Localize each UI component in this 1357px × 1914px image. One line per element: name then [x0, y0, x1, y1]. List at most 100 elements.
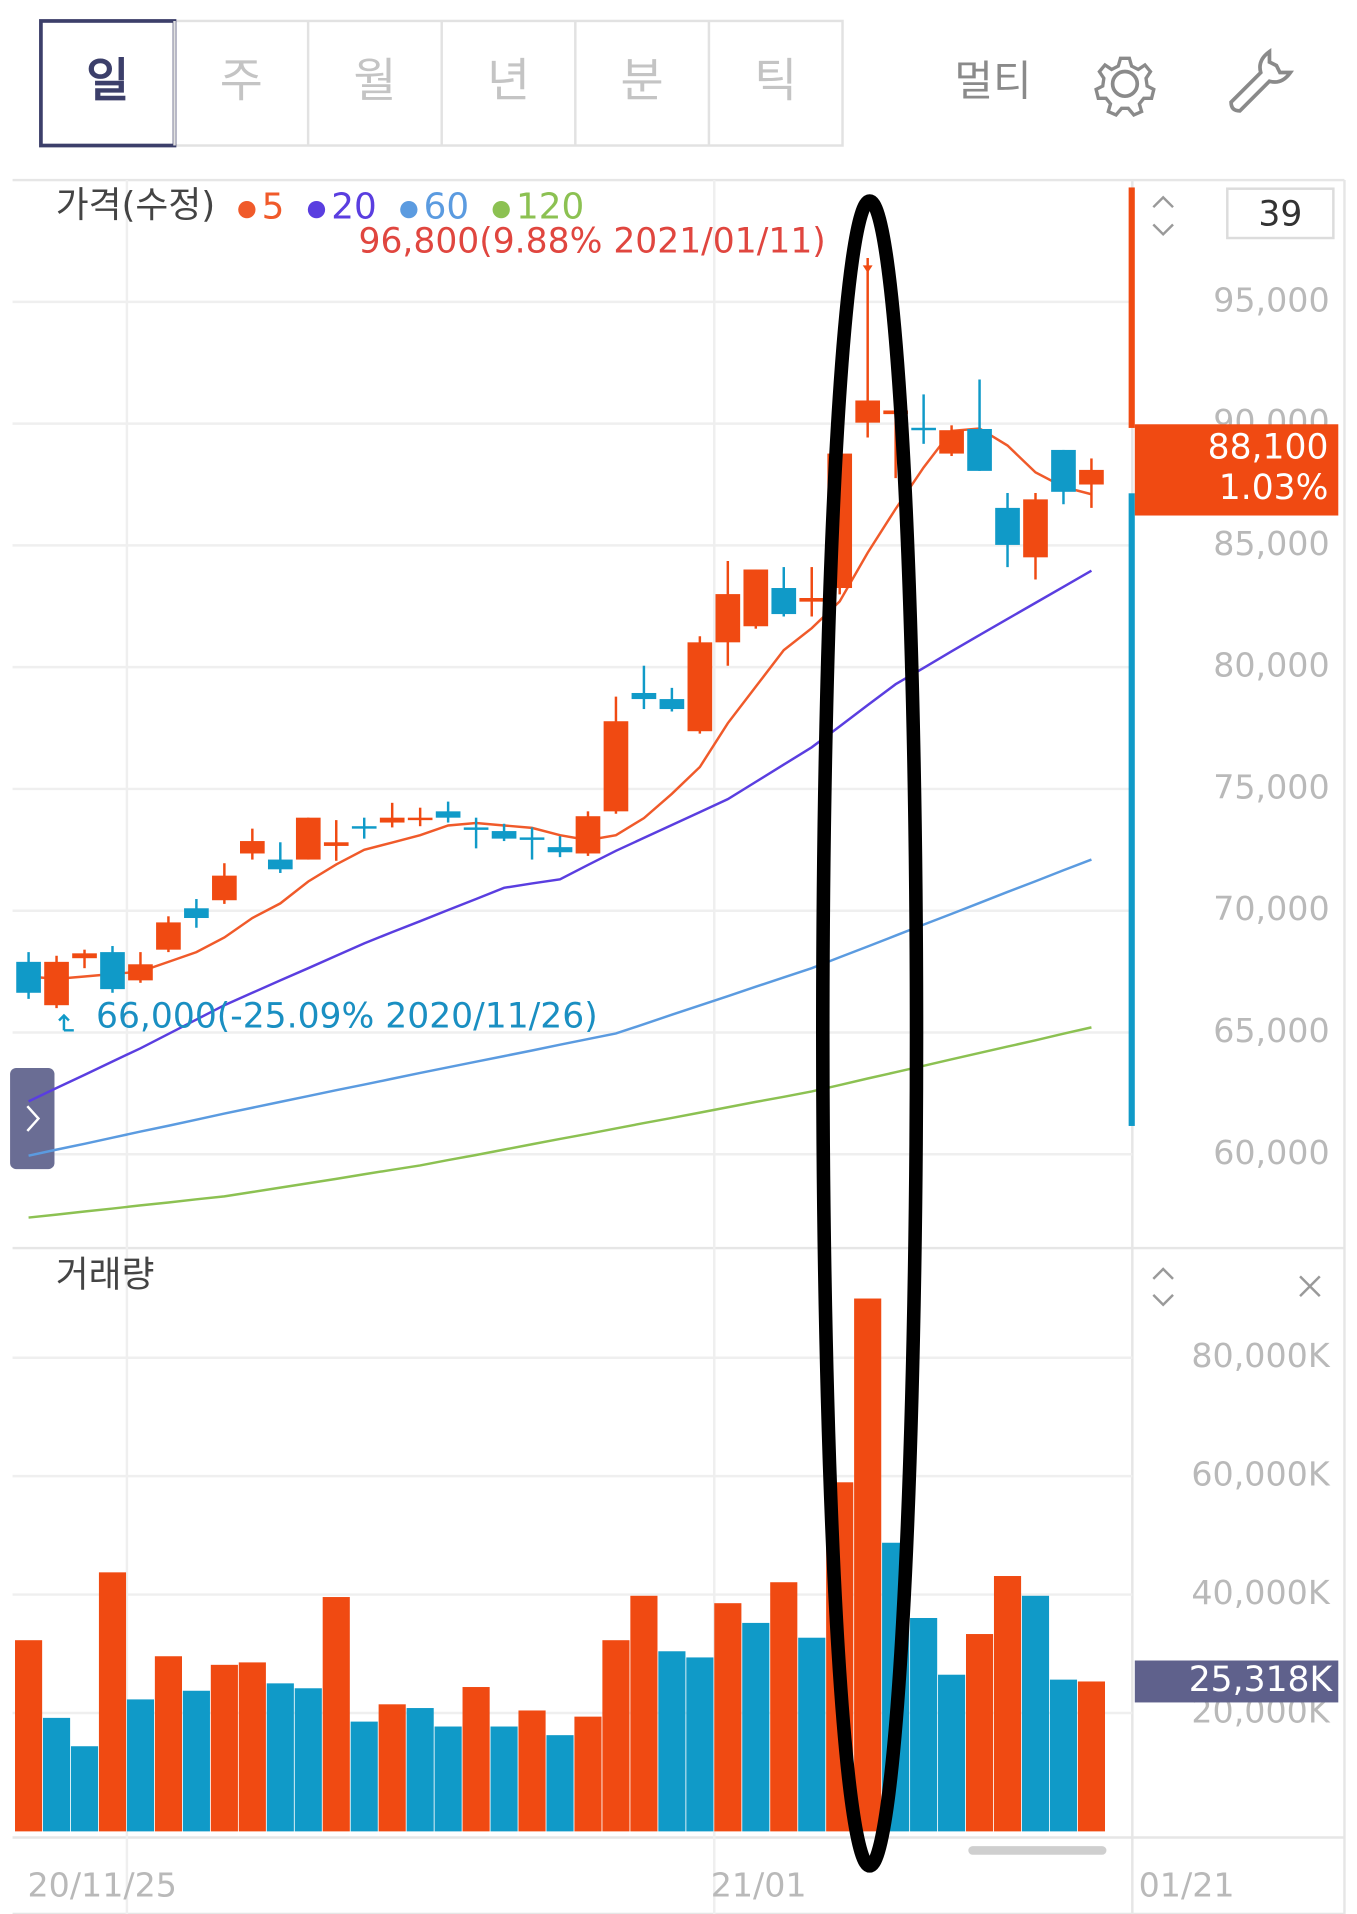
candle-body [128, 964, 153, 981]
candle-body [72, 953, 97, 959]
low-marker [58, 1013, 74, 1032]
resize-icon[interactable] [1152, 195, 1174, 237]
x-tick-label: 20/11/25 [27, 1865, 176, 1904]
high-marker [862, 265, 873, 273]
multi-button[interactable]: 멀티 [954, 56, 1031, 105]
candle-body [939, 430, 964, 454]
volume-bar [378, 1704, 406, 1832]
candle-body [407, 817, 433, 821]
legend-dot [400, 201, 418, 219]
candle-body [491, 831, 517, 839]
candle-body [463, 827, 489, 830]
volume-bar [742, 1622, 770, 1832]
low-annotation: 66,000(-25.09% 2020/11/26) [96, 996, 598, 1036]
tab[interactable]: 분 [621, 54, 664, 108]
panel-title: 가격(수정) [56, 185, 215, 226]
tab[interactable]: 년 [487, 54, 530, 108]
candle-body [1051, 449, 1076, 492]
volume-bar [154, 1656, 182, 1832]
volume-bar [965, 1634, 994, 1832]
scrollbar[interactable] [968, 1846, 1107, 1855]
volume-bar [490, 1726, 518, 1832]
volume-bar [70, 1746, 99, 1832]
count-box[interactable] [1226, 187, 1335, 240]
volume-bar [266, 1683, 294, 1832]
expander-arrow [26, 1105, 41, 1132]
current-price: 88,100 [1208, 427, 1329, 467]
volume-bar [658, 1651, 686, 1832]
volume-bar [406, 1708, 434, 1832]
legend-label: 120 [516, 186, 584, 227]
candle-body [855, 400, 881, 423]
grid-layer [12, 180, 1133, 1914]
y-tick-label: 80,000 [1213, 646, 1329, 685]
volume-bar [714, 1603, 742, 1832]
y-tick-label: 65,000 [1213, 1011, 1329, 1050]
volume-bar [686, 1657, 714, 1832]
candle-body [16, 961, 41, 993]
close-icon[interactable] [1299, 1275, 1321, 1298]
candle-body [659, 699, 685, 710]
volume-bar [770, 1582, 798, 1832]
x-tick-label: 21/01 [711, 1865, 807, 1904]
tab[interactable]: 주 [220, 54, 263, 108]
x-tick-label: 01/21 [1139, 1865, 1235, 1904]
candle-body [743, 569, 769, 627]
volume-bar [15, 1640, 43, 1832]
panel-title: 거래량 [56, 1254, 155, 1295]
ma-line [28, 427, 1092, 981]
volume-bar [350, 1721, 378, 1832]
tools-icon[interactable] [1222, 47, 1294, 119]
candle-body [631, 692, 657, 700]
candle-body [771, 588, 797, 615]
candle-body [1079, 469, 1104, 485]
volume-bar [1021, 1595, 1050, 1832]
candle-body [547, 847, 573, 853]
current-volume: 25,318K [1189, 1660, 1334, 1700]
tab[interactable]: 틱 [754, 54, 797, 108]
volume-bar [322, 1597, 350, 1832]
settings-icon[interactable] [1094, 56, 1156, 117]
volume-bar [238, 1662, 266, 1832]
y-tick-label: 80,000K [1191, 1336, 1330, 1375]
candle-body [575, 816, 601, 854]
legend-label: 20 [331, 186, 377, 227]
range-bar [1128, 187, 1135, 428]
resize-icon[interactable] [1152, 1267, 1174, 1307]
volume-bar [854, 1298, 882, 1832]
highlight-ellipse [816, 194, 924, 1873]
y-tick-label: 95,000 [1213, 280, 1329, 319]
current-volume-box [1134, 1660, 1339, 1703]
candle-body [184, 908, 209, 919]
candle-body [519, 837, 545, 840]
candle-body [267, 859, 293, 870]
candle-body [240, 841, 265, 854]
candle-body [379, 817, 405, 823]
volume-bar [210, 1664, 238, 1832]
y-tick-label: 40,000K [1191, 1573, 1330, 1612]
y-tick-label: 75,000 [1213, 767, 1329, 806]
y-tick-label: 60,000 [1213, 1133, 1329, 1172]
tab-selected [39, 19, 177, 148]
tab[interactable]: 월 [353, 54, 396, 108]
high-annotation: 96,800(9.88% 2021/01/11) [358, 222, 825, 262]
candle-body [156, 922, 181, 950]
candle-body [911, 427, 936, 431]
volume-bar [182, 1690, 210, 1832]
volume-bar [993, 1576, 1022, 1832]
volume-bar [1049, 1679, 1078, 1832]
legend-dot [238, 201, 256, 219]
volume-bar [602, 1640, 630, 1832]
volume-bar [462, 1687, 490, 1832]
change-rate: 1.03% [1219, 468, 1329, 508]
candle-body [435, 811, 461, 818]
volume-bar [798, 1637, 826, 1832]
tab[interactable]: 일 [86, 54, 129, 108]
candle-body [44, 961, 69, 1006]
candle-body [351, 826, 377, 829]
volume-bar [910, 1617, 938, 1832]
candle-body [995, 507, 1020, 545]
y-tick-label: 70,000 [1213, 889, 1329, 928]
